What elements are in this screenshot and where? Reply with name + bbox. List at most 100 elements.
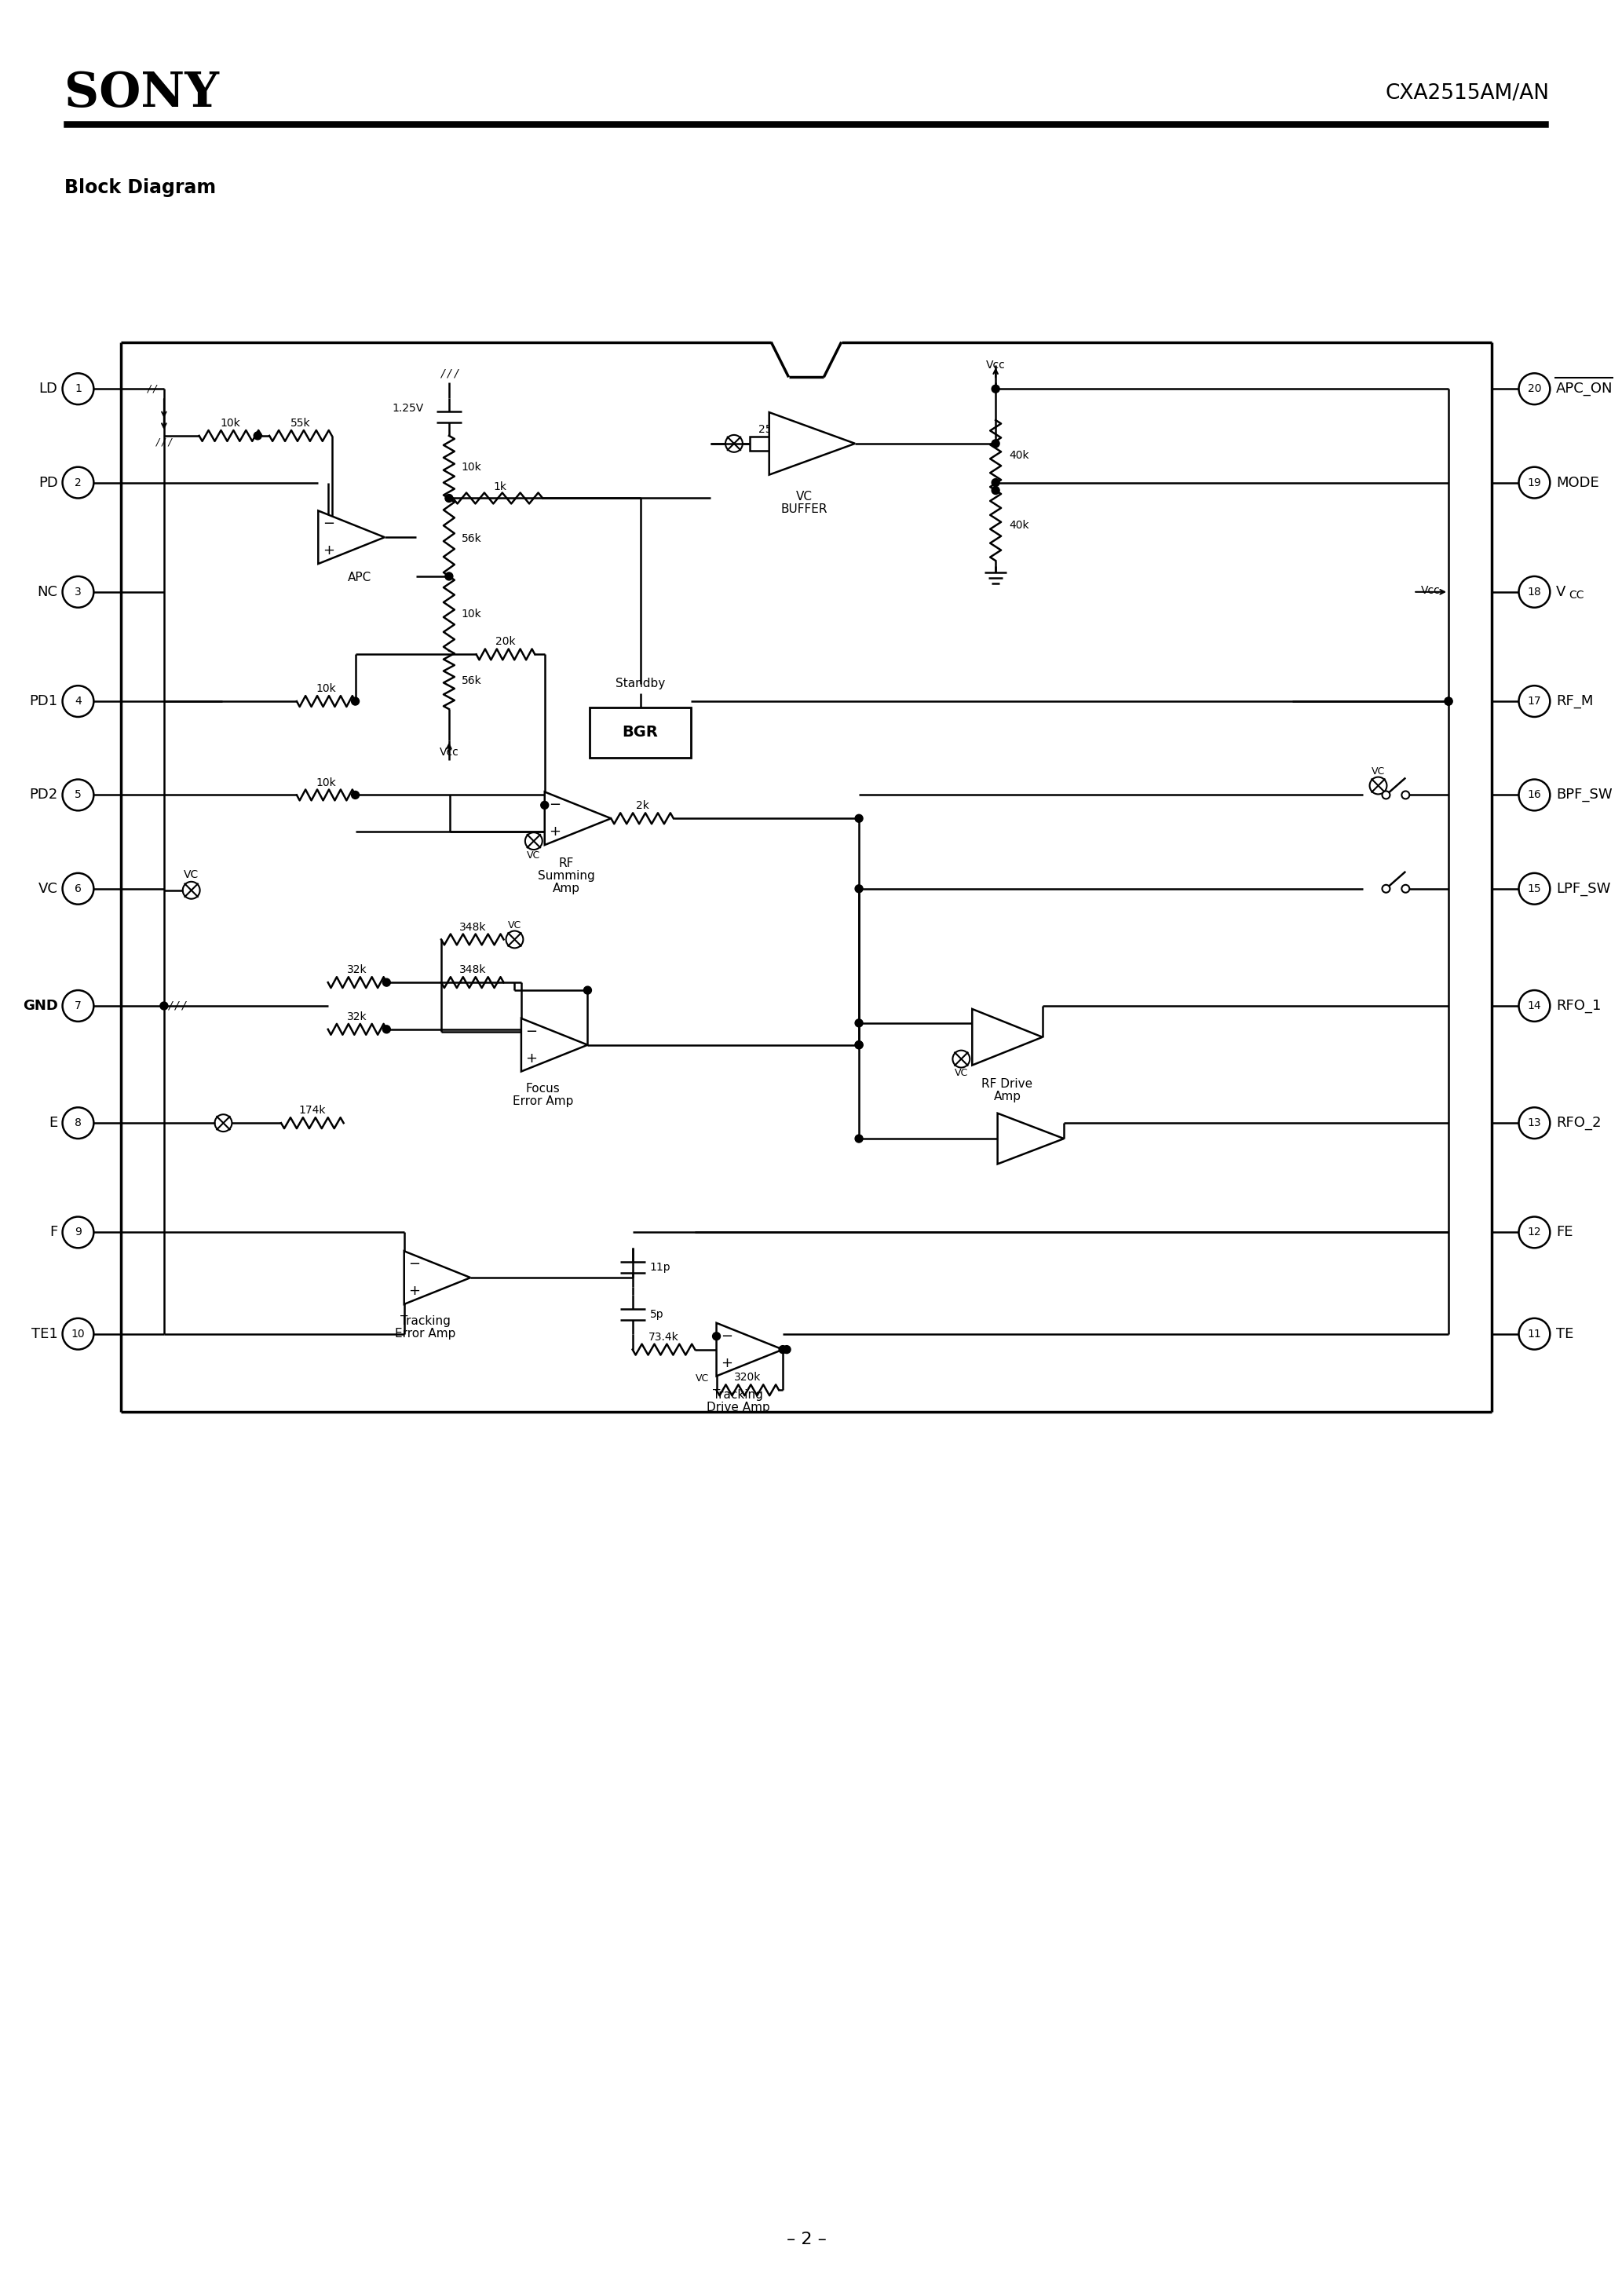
Text: 348k: 348k <box>459 964 487 976</box>
Text: / / /: / / / <box>169 1001 187 1010</box>
Text: 32k: 32k <box>347 1010 367 1022</box>
Circle shape <box>1445 698 1452 705</box>
Text: 348k: 348k <box>459 921 487 932</box>
Circle shape <box>444 494 453 503</box>
Circle shape <box>1518 778 1551 810</box>
Circle shape <box>1518 1107 1551 1139</box>
Text: 10k: 10k <box>316 776 336 788</box>
Text: −: − <box>720 1329 733 1343</box>
Circle shape <box>855 1134 863 1143</box>
Circle shape <box>1518 466 1551 498</box>
Text: CXA2515AM/AN: CXA2515AM/AN <box>1385 83 1549 103</box>
Circle shape <box>63 1217 94 1249</box>
Text: RFO_2: RFO_2 <box>1555 1116 1601 1130</box>
Circle shape <box>63 872 94 905</box>
Text: −: − <box>323 517 334 530</box>
Text: VC: VC <box>954 1068 968 1079</box>
Text: 18: 18 <box>1528 585 1541 597</box>
Text: LD: LD <box>39 381 58 395</box>
Text: 3: 3 <box>75 585 81 597</box>
Polygon shape <box>545 792 611 845</box>
Text: / / /: / / / <box>440 367 457 379</box>
Text: 10k: 10k <box>221 418 240 429</box>
Text: +: + <box>548 824 561 838</box>
Bar <box>63 122 1547 126</box>
Text: 12: 12 <box>1528 1226 1541 1238</box>
Text: −: − <box>409 1258 420 1272</box>
Polygon shape <box>998 1114 1064 1164</box>
Circle shape <box>383 978 391 987</box>
Text: NC: NC <box>37 585 58 599</box>
Text: LPF_SW: LPF_SW <box>1555 882 1611 895</box>
Circle shape <box>63 374 94 404</box>
Circle shape <box>540 801 548 808</box>
Circle shape <box>63 778 94 810</box>
Circle shape <box>253 432 261 439</box>
Text: 10: 10 <box>71 1329 84 1339</box>
Circle shape <box>1518 990 1551 1022</box>
Polygon shape <box>404 1251 470 1304</box>
Text: Error Amp: Error Amp <box>513 1095 573 1107</box>
Circle shape <box>855 1019 863 1026</box>
Text: Standby: Standby <box>615 677 665 689</box>
Text: −: − <box>526 1024 537 1038</box>
Text: 8: 8 <box>75 1118 81 1130</box>
Text: Vcc: Vcc <box>986 360 1006 372</box>
Circle shape <box>779 1345 787 1352</box>
Text: 5: 5 <box>75 790 81 801</box>
Text: 10k: 10k <box>462 461 482 473</box>
Text: 6: 6 <box>75 884 81 893</box>
Text: PD2: PD2 <box>29 788 58 801</box>
Polygon shape <box>521 1019 587 1072</box>
Text: RF_M: RF_M <box>1555 693 1593 709</box>
Text: 4: 4 <box>75 696 81 707</box>
Circle shape <box>352 792 358 799</box>
Text: Error Amp: Error Amp <box>396 1327 456 1341</box>
Text: FE: FE <box>1555 1226 1573 1240</box>
Text: VC: VC <box>508 921 521 930</box>
Circle shape <box>444 572 453 581</box>
Text: E: E <box>49 1116 58 1130</box>
Text: 1: 1 <box>75 383 81 395</box>
Text: PD1: PD1 <box>29 693 58 709</box>
Circle shape <box>584 987 592 994</box>
Circle shape <box>1518 1217 1551 1249</box>
Text: 40k: 40k <box>1009 450 1028 461</box>
Text: 11p: 11p <box>650 1263 670 1272</box>
Text: / /: / / <box>148 383 157 395</box>
Circle shape <box>1401 792 1410 799</box>
Text: +: + <box>409 1283 420 1297</box>
Text: 174k: 174k <box>298 1104 326 1116</box>
Text: RFO_1: RFO_1 <box>1555 999 1601 1013</box>
Text: V: V <box>1555 585 1565 599</box>
Circle shape <box>63 687 94 716</box>
Text: 56k: 56k <box>462 533 482 544</box>
Text: Vcc: Vcc <box>440 746 459 758</box>
Text: Summing: Summing <box>537 870 595 882</box>
Text: 7: 7 <box>75 1001 81 1010</box>
Text: 2k: 2k <box>636 801 649 810</box>
Circle shape <box>1518 687 1551 716</box>
Circle shape <box>383 1026 391 1033</box>
Text: APC: APC <box>347 572 371 583</box>
Circle shape <box>1382 884 1390 893</box>
Circle shape <box>1518 872 1551 905</box>
Circle shape <box>991 478 999 487</box>
Circle shape <box>63 576 94 608</box>
Polygon shape <box>717 1322 783 1375</box>
Text: RF: RF <box>558 859 574 870</box>
Text: 20: 20 <box>1528 383 1541 395</box>
Text: VC: VC <box>1372 767 1385 776</box>
Text: VC: VC <box>696 1373 709 1384</box>
Circle shape <box>855 815 863 822</box>
Text: Drive Amp: Drive Amp <box>706 1401 769 1412</box>
Text: VC: VC <box>183 870 200 879</box>
Polygon shape <box>972 1008 1043 1065</box>
Text: +: + <box>526 1052 537 1065</box>
Text: GND: GND <box>23 999 58 1013</box>
Text: 320k: 320k <box>735 1373 761 1382</box>
Text: 10k: 10k <box>316 684 336 693</box>
Text: 1k: 1k <box>493 480 506 491</box>
Circle shape <box>712 1332 720 1341</box>
Circle shape <box>1382 792 1390 799</box>
